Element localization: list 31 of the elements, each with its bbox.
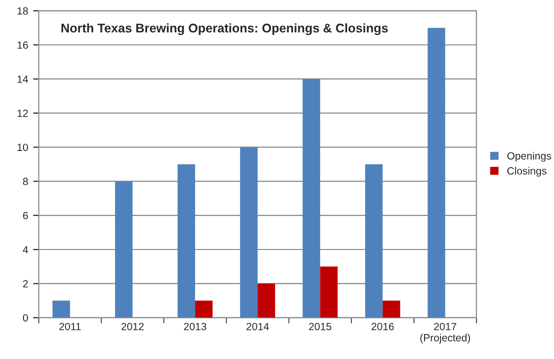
bar xyxy=(195,300,213,318)
bar xyxy=(258,284,276,318)
text: North Texas Brewing Operations: Openings & Closings xyxy=(62,23,388,36)
bar xyxy=(302,78,320,318)
y-tick-label: 8 xyxy=(23,178,28,186)
bar xyxy=(52,300,70,318)
legend-label: Openings xyxy=(507,152,552,162)
bar xyxy=(240,147,258,318)
bar xyxy=(382,300,400,318)
y-tick-label: 4 xyxy=(22,246,28,254)
x-tick-label: 2012 xyxy=(122,322,144,330)
y-tick-label: 6 xyxy=(23,212,28,220)
legend-label: Closings xyxy=(507,166,546,177)
bar xyxy=(178,164,196,318)
x-tick-label: 2017 (Projected) xyxy=(420,322,470,344)
x-tick-label: 2011 xyxy=(59,322,81,330)
x-tick-label: 2013 xyxy=(184,322,206,330)
y-tick-label: 12 xyxy=(18,110,28,117)
bar xyxy=(320,266,338,318)
y-tick-label: 10 xyxy=(18,144,28,152)
y-tick-label: 2 xyxy=(23,280,28,288)
y-tick-label: 16 xyxy=(18,41,28,49)
bar xyxy=(115,181,133,318)
bar xyxy=(428,28,446,318)
x-tick-label: 2016 xyxy=(372,322,394,330)
y-tick-label: 0 xyxy=(22,314,28,322)
x-tick-label: 2015 xyxy=(309,322,332,330)
x-tick-label: 2014 xyxy=(246,322,269,330)
y-tick-label: 18 xyxy=(18,7,28,15)
y-tick-label: 14 xyxy=(18,76,28,83)
bar xyxy=(365,164,383,318)
